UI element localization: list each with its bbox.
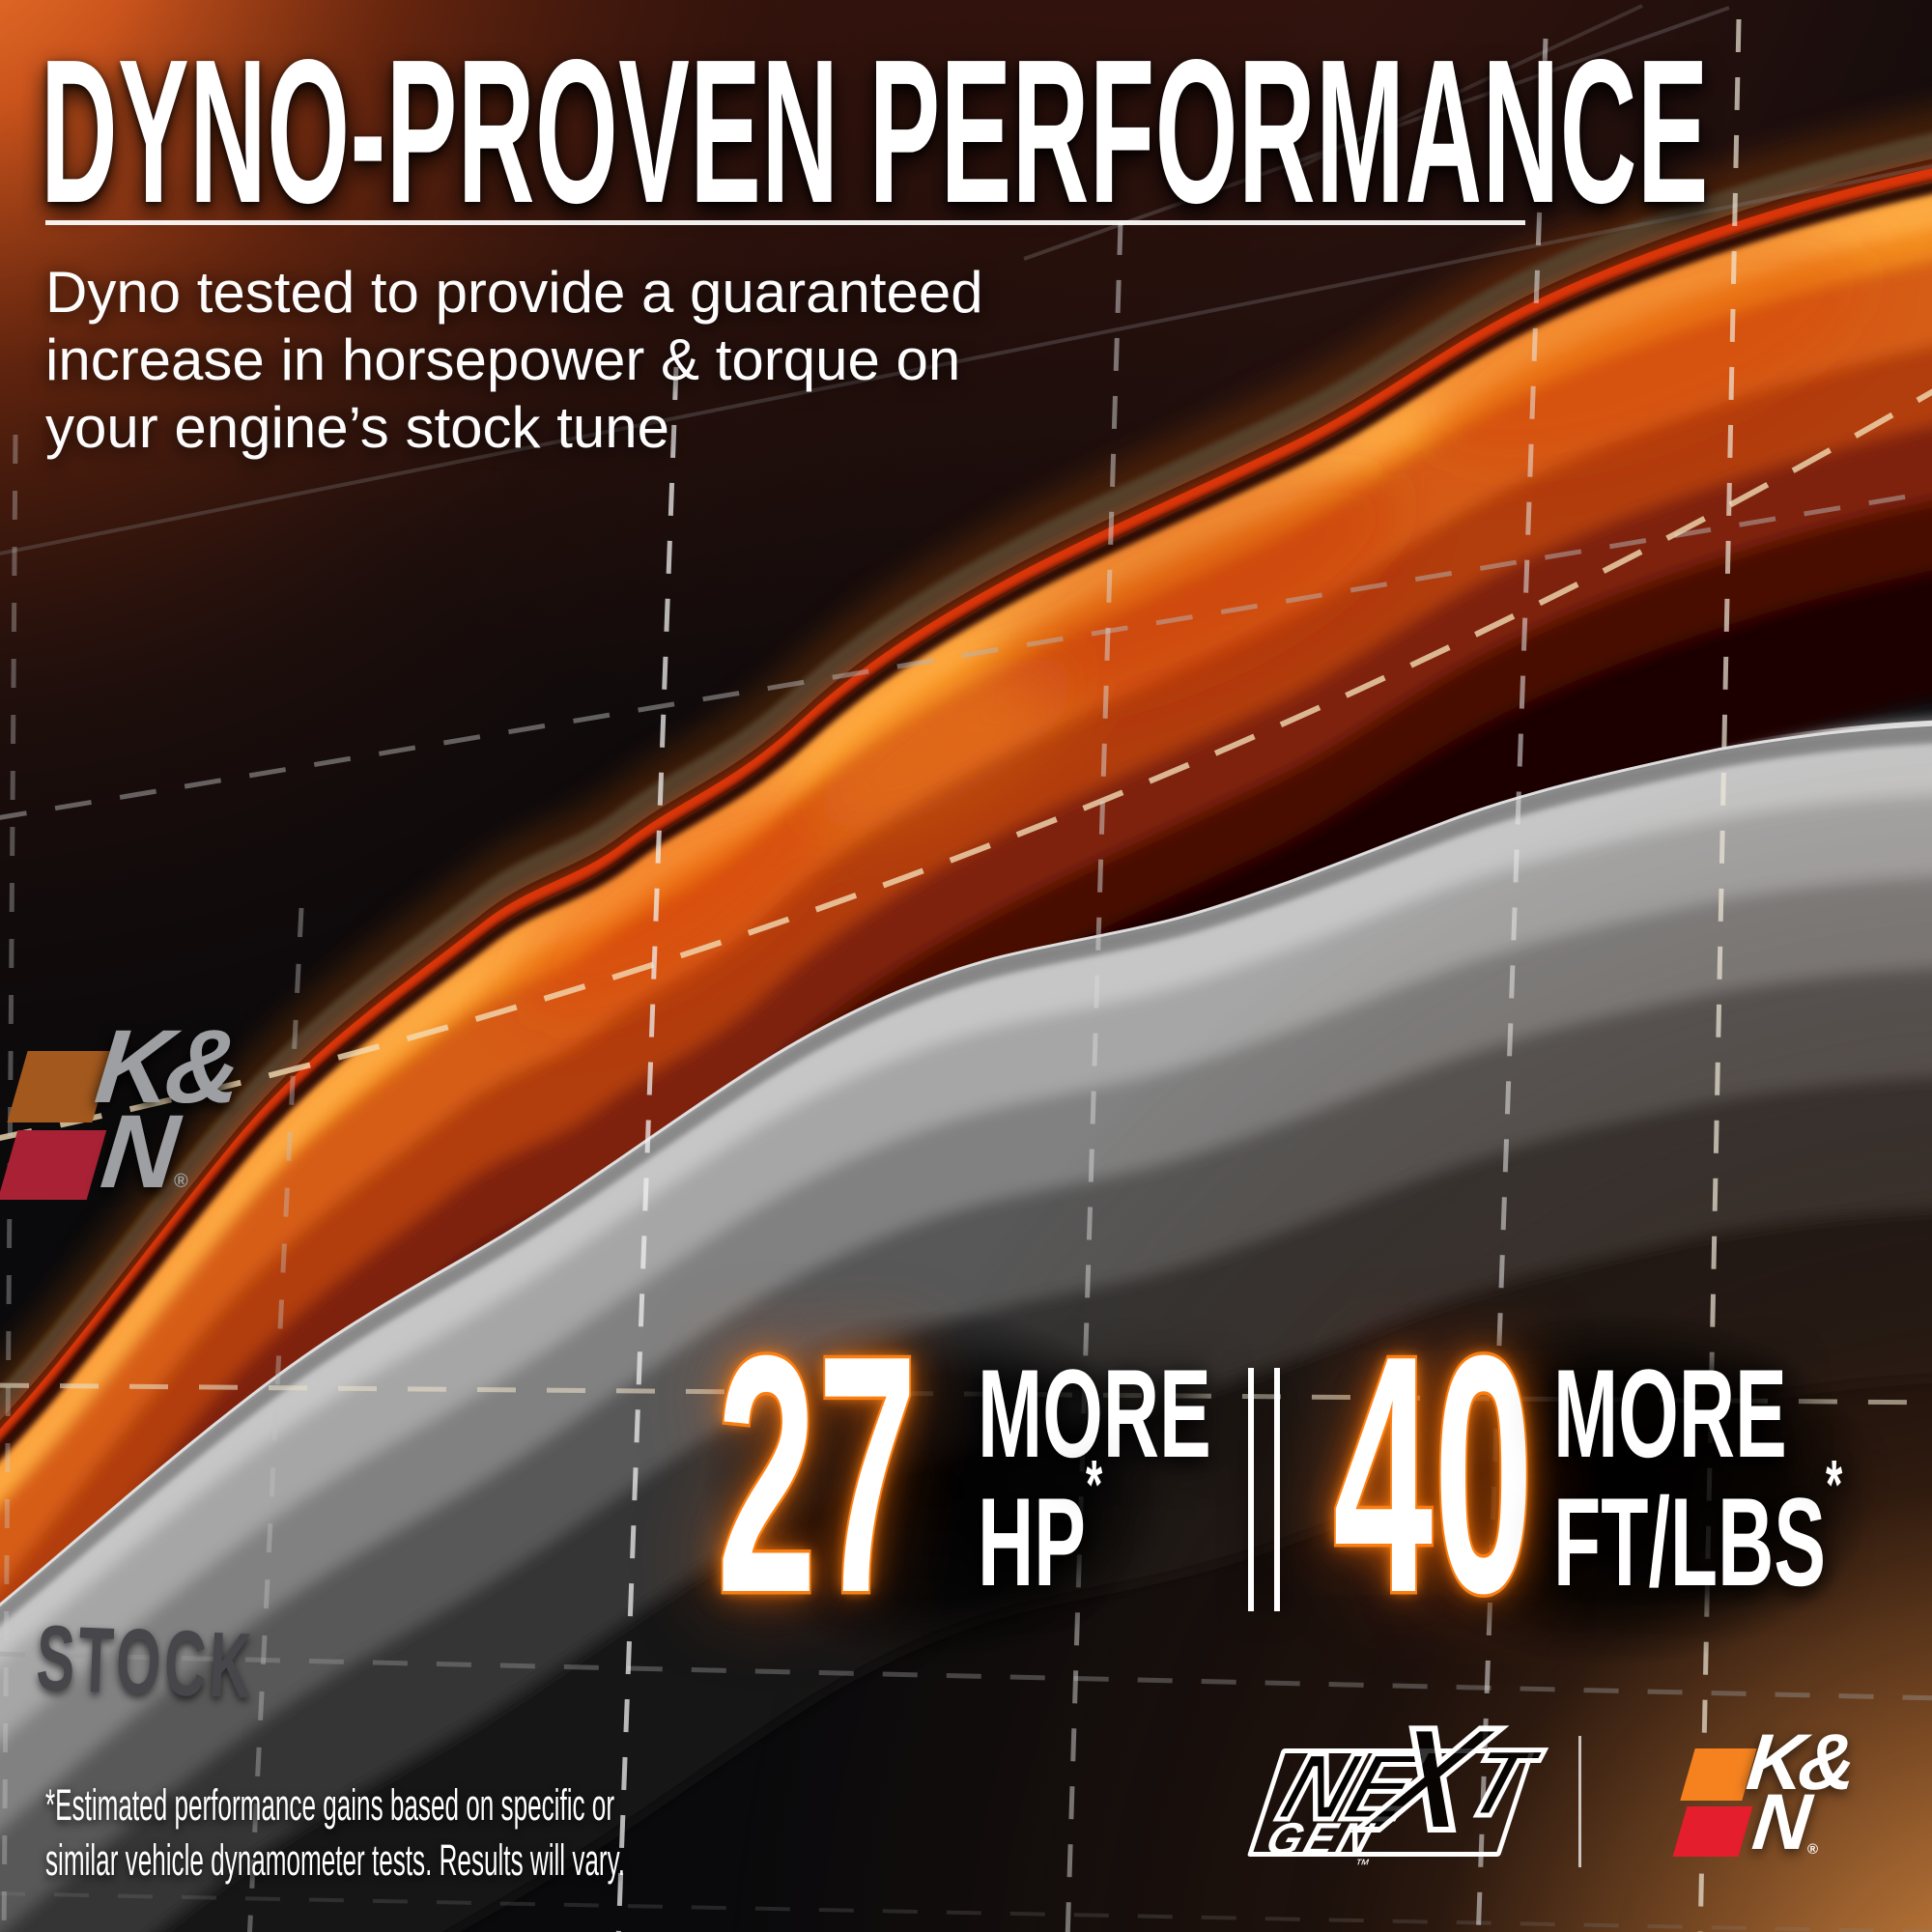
disclaimer-line-2: similar vehicle dynamometer tests. Resul…	[45, 1835, 625, 1885]
kn-logo: K& N ®	[1672, 1719, 1881, 1872]
subtitle-line-3: your engine’s stock tune	[45, 395, 669, 460]
kn-letters-bottom: N	[1748, 1778, 1810, 1866]
nextgen-logo: NE X T GEN ™	[1239, 1694, 1557, 1880]
torque-gain-qualifier: MORE	[1553, 1343, 1787, 1484]
kn-letters-bottom: N	[96, 1093, 179, 1209]
registered-mark: ®	[1807, 1841, 1819, 1858]
torque-gain-unit: FT/LBS*	[1553, 1450, 1842, 1605]
hp-footnote-mark: *	[1085, 1445, 1103, 1523]
disclaimer: *Estimated performance gains based on sp…	[45, 1777, 625, 1888]
subtitle-line-2: increase in horsepower & torque on	[45, 327, 961, 392]
hp-gain-value: 27	[715, 1286, 919, 1663]
disclaimer-line-1: *Estimated performance gains based on sp…	[45, 1780, 615, 1830]
page-title: DYNO-PROVEN PERFORMANCE	[41, 16, 1709, 245]
kn-red-square-icon	[1672, 1806, 1753, 1857]
footer-divider	[1578, 1736, 1581, 1867]
stock-curve-label: STOCK	[34, 1605, 257, 1719]
stats-divider	[1248, 1368, 1280, 1611]
kn-logo-watermark: K& N ®	[0, 1008, 242, 1209]
registered-mark: ®	[174, 1171, 188, 1192]
hp-gain-unit: HP*	[978, 1450, 1102, 1605]
title-underline	[45, 220, 1525, 225]
subtitle: Dyno tested to provide a guaranteed incr…	[45, 259, 983, 462]
hp-unit-text: HP	[978, 1471, 1086, 1612]
torque-stat-shadow	[1256, 1246, 1932, 1729]
kn-red-square-icon	[0, 1130, 107, 1200]
torque-footnote-mark: *	[1826, 1445, 1843, 1523]
torque-unit-text: FT/LBS	[1553, 1471, 1827, 1612]
hp-gain-qualifier: MORE	[978, 1343, 1211, 1484]
subtitle-line-1: Dyno tested to provide a guaranteed	[45, 260, 983, 325]
hp-stat-shadow	[618, 1246, 1256, 1729]
torque-gain-value: 40	[1331, 1286, 1535, 1663]
